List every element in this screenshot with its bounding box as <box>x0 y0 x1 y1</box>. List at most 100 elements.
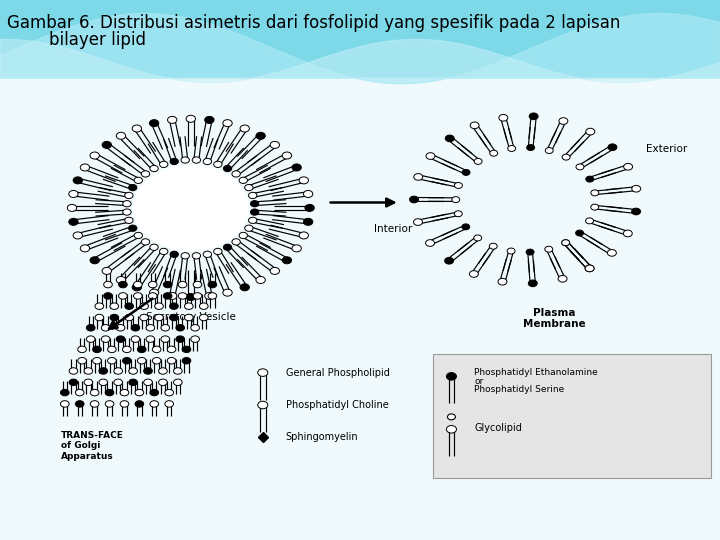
Circle shape <box>122 357 131 364</box>
Circle shape <box>292 164 302 171</box>
Circle shape <box>135 389 144 396</box>
Text: Phosphatidyl Ethanolamine: Phosphatidyl Ethanolamine <box>474 368 598 377</box>
Circle shape <box>144 379 153 386</box>
Circle shape <box>95 314 104 321</box>
Circle shape <box>163 281 172 288</box>
Circle shape <box>153 346 161 353</box>
Circle shape <box>140 314 148 321</box>
Circle shape <box>558 275 567 282</box>
Circle shape <box>258 401 268 409</box>
Circle shape <box>120 401 129 407</box>
Circle shape <box>99 368 107 374</box>
Circle shape <box>129 368 138 374</box>
Circle shape <box>179 293 187 299</box>
Circle shape <box>562 240 570 246</box>
Circle shape <box>84 379 93 386</box>
Circle shape <box>138 357 146 364</box>
Circle shape <box>161 336 170 342</box>
Circle shape <box>562 240 570 246</box>
Circle shape <box>214 161 222 167</box>
Circle shape <box>462 224 469 230</box>
Circle shape <box>270 267 279 274</box>
Circle shape <box>248 192 257 199</box>
Circle shape <box>167 357 176 364</box>
Circle shape <box>299 232 308 239</box>
Circle shape <box>179 281 187 288</box>
Circle shape <box>110 314 119 321</box>
Circle shape <box>105 401 114 407</box>
Circle shape <box>474 158 482 164</box>
Circle shape <box>116 325 125 331</box>
Circle shape <box>174 379 182 386</box>
Circle shape <box>591 204 599 210</box>
Circle shape <box>119 281 127 288</box>
Circle shape <box>176 336 184 342</box>
Circle shape <box>84 368 93 374</box>
Circle shape <box>448 414 455 420</box>
Circle shape <box>104 281 112 288</box>
Circle shape <box>562 154 570 160</box>
Circle shape <box>123 200 131 207</box>
Circle shape <box>160 248 168 254</box>
Circle shape <box>119 293 127 299</box>
Circle shape <box>168 292 177 299</box>
Circle shape <box>105 389 114 396</box>
Circle shape <box>182 346 191 353</box>
Circle shape <box>186 116 196 122</box>
Circle shape <box>93 346 102 353</box>
Circle shape <box>445 135 454 142</box>
Circle shape <box>191 325 199 331</box>
Circle shape <box>86 336 95 342</box>
Text: or: or <box>474 377 484 386</box>
Text: Secretory Vesicle: Secretory Vesicle <box>146 312 235 322</box>
Circle shape <box>141 171 150 177</box>
Circle shape <box>133 293 142 299</box>
Circle shape <box>107 346 116 353</box>
Circle shape <box>585 265 594 272</box>
Circle shape <box>148 293 157 299</box>
Circle shape <box>239 232 248 239</box>
Circle shape <box>528 280 537 287</box>
Text: bilayer lipid: bilayer lipid <box>49 31 146 49</box>
Circle shape <box>474 235 482 241</box>
Circle shape <box>125 192 133 199</box>
Circle shape <box>498 278 507 285</box>
Circle shape <box>134 177 143 184</box>
Circle shape <box>222 289 232 296</box>
Circle shape <box>508 145 516 151</box>
Circle shape <box>256 132 265 139</box>
Circle shape <box>116 336 125 342</box>
Circle shape <box>80 164 89 171</box>
Circle shape <box>170 251 179 258</box>
Circle shape <box>132 125 142 132</box>
Circle shape <box>270 141 279 149</box>
Circle shape <box>181 253 189 259</box>
Circle shape <box>256 276 265 284</box>
Circle shape <box>90 389 99 396</box>
Circle shape <box>68 204 77 211</box>
Circle shape <box>199 303 208 309</box>
Circle shape <box>107 357 116 364</box>
Circle shape <box>426 240 434 246</box>
Circle shape <box>90 401 99 407</box>
Circle shape <box>192 157 201 163</box>
Circle shape <box>76 401 84 407</box>
Circle shape <box>470 122 479 129</box>
Circle shape <box>452 197 460 202</box>
Circle shape <box>134 232 143 239</box>
Circle shape <box>413 219 423 225</box>
Circle shape <box>446 373 456 380</box>
Circle shape <box>144 368 153 374</box>
Circle shape <box>454 183 462 188</box>
Circle shape <box>184 314 193 321</box>
Circle shape <box>446 426 456 433</box>
Circle shape <box>102 141 112 149</box>
Circle shape <box>299 177 308 184</box>
Circle shape <box>131 336 140 342</box>
Circle shape <box>99 379 107 386</box>
Circle shape <box>102 336 110 342</box>
Circle shape <box>445 258 454 264</box>
Circle shape <box>203 158 212 165</box>
Circle shape <box>93 357 102 364</box>
Circle shape <box>559 118 568 124</box>
